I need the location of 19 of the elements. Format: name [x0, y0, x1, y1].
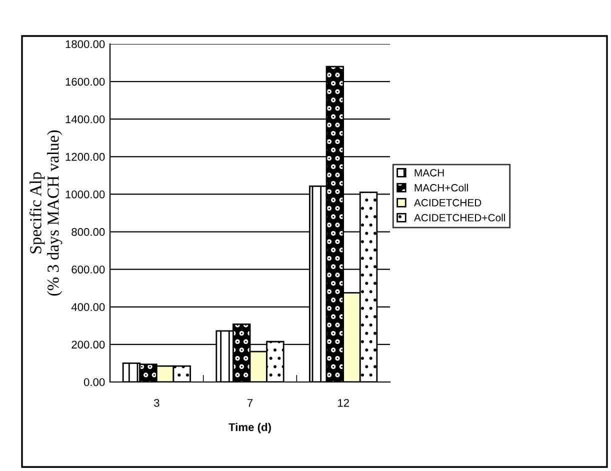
- x-tick-label: 3: [154, 398, 160, 407]
- x-tick-label: 12: [338, 398, 349, 407]
- y-axis-title: Specific Alp (% 3 days MACH value): [29, 130, 62, 296]
- y-tick-label: 600.00: [72, 266, 105, 274]
- x-tick-label: 7: [247, 399, 253, 407]
- y-tick-label: 1400.00: [66, 115, 105, 124]
- y-tick-label: 200.00: [72, 340, 105, 349]
- y-tick-label: 1000.00: [66, 190, 105, 198]
- y-tick-label: 1200.00: [66, 152, 105, 161]
- legend-label: MACH: [414, 169, 444, 176]
- legend-label: ACIDETCHED: [414, 199, 482, 206]
- y-tick-label: 1800.00: [66, 40, 105, 48]
- legend-label: ACIDETCHED+Coll: [414, 214, 506, 222]
- y-tick-label: 0.00: [84, 378, 105, 386]
- legend-label: MACH+Coll: [414, 184, 468, 192]
- x-axis-title: Time (d): [228, 422, 271, 434]
- y-tick-label: 1600.00: [66, 78, 105, 86]
- y-tick-label: 400.00: [71, 303, 105, 312]
- y-tick-label: 800.00: [72, 228, 105, 236]
